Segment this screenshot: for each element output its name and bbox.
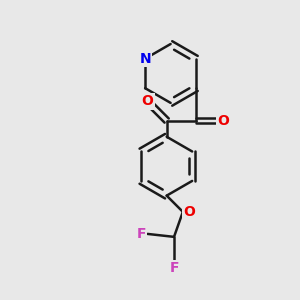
Text: F: F bbox=[136, 227, 146, 241]
Text: N: N bbox=[139, 52, 151, 66]
Text: F: F bbox=[169, 261, 179, 275]
Text: O: O bbox=[142, 94, 154, 108]
Text: O: O bbox=[217, 114, 229, 128]
Text: O: O bbox=[183, 205, 195, 219]
